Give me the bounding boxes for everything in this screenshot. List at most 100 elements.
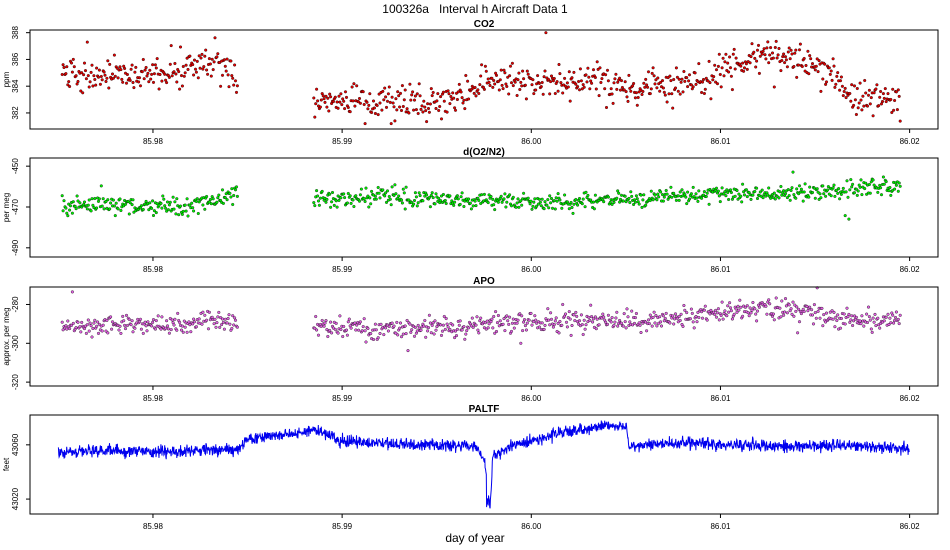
data-point [442,314,446,319]
data-point [580,87,584,91]
data-point [173,200,177,204]
data-point [413,94,417,98]
data-point [454,334,459,338]
data-point [816,309,820,313]
data-point [316,199,321,203]
data-point [677,314,681,319]
data-point [414,108,418,112]
data-point [623,80,627,84]
data-point [434,192,438,196]
data-point [663,93,667,97]
data-point [203,54,207,58]
data-point [883,87,887,91]
data-point [711,78,715,82]
data-point [797,307,801,311]
data-point [849,99,853,103]
data-point [612,81,616,85]
data-point [491,197,495,201]
data-point [602,200,606,204]
data-point [767,61,771,65]
data-point [190,201,194,205]
y-tick-label: -300 [11,335,20,352]
data-point [797,320,802,324]
data-point [797,48,802,52]
data-point [108,207,112,211]
data-point [365,100,369,104]
data-point [159,327,163,331]
data-point [590,81,594,85]
data-point [536,202,541,206]
data-point [504,205,508,209]
data-point [543,69,547,73]
data-point [75,194,79,198]
data-point [227,85,231,89]
data-point [332,203,336,207]
data-point [467,197,471,201]
data-point [651,66,655,70]
data-point [472,91,476,95]
data-point [360,329,364,333]
data-point [801,199,805,203]
data-point [679,312,683,316]
data-point [687,73,692,77]
data-point [141,207,145,212]
data-point [152,72,156,76]
data-point [854,112,858,117]
data-point [74,74,78,78]
data-point [561,302,565,307]
data-point [79,89,83,93]
data-point [731,52,735,56]
data-point [99,74,103,79]
data-point [758,190,762,194]
data-point [150,72,154,76]
data-point [871,316,875,320]
data-point [664,311,668,315]
data-point [516,78,520,82]
data-point [670,92,674,96]
data-point [748,306,752,310]
data-point [783,192,788,196]
data-point [719,85,723,89]
data-point [626,99,630,103]
data-point [853,98,857,102]
data-point [839,192,843,196]
data-point [386,329,390,333]
data-point [371,337,376,342]
data-point [392,193,396,197]
data-point [676,89,680,93]
data-point [686,85,690,89]
data-point [610,202,614,206]
data-point [626,315,630,319]
data-point [889,321,893,325]
data-point [337,198,341,202]
data-point [158,72,162,77]
data-point [432,332,436,336]
data-point [881,175,885,179]
data-point [521,329,525,333]
data-point [138,84,143,88]
data-point [371,99,376,103]
data-point [95,206,99,210]
data-point [671,314,675,318]
data-point [68,204,73,208]
data-point [749,311,753,315]
data-point [859,98,863,102]
data-point [867,315,871,319]
data-point [151,213,156,218]
data-point [648,198,652,203]
data-point [506,319,510,323]
data-point [213,317,217,321]
data-point [672,77,676,82]
data-point [170,74,174,78]
data-point [197,317,201,321]
data-point [441,323,445,327]
data-point [624,326,628,330]
data-point [632,81,636,86]
data-point [871,114,875,118]
data-point [221,201,225,205]
data-point [123,323,127,327]
data-point [375,103,379,108]
data-point [207,57,211,61]
data-point [745,195,749,199]
